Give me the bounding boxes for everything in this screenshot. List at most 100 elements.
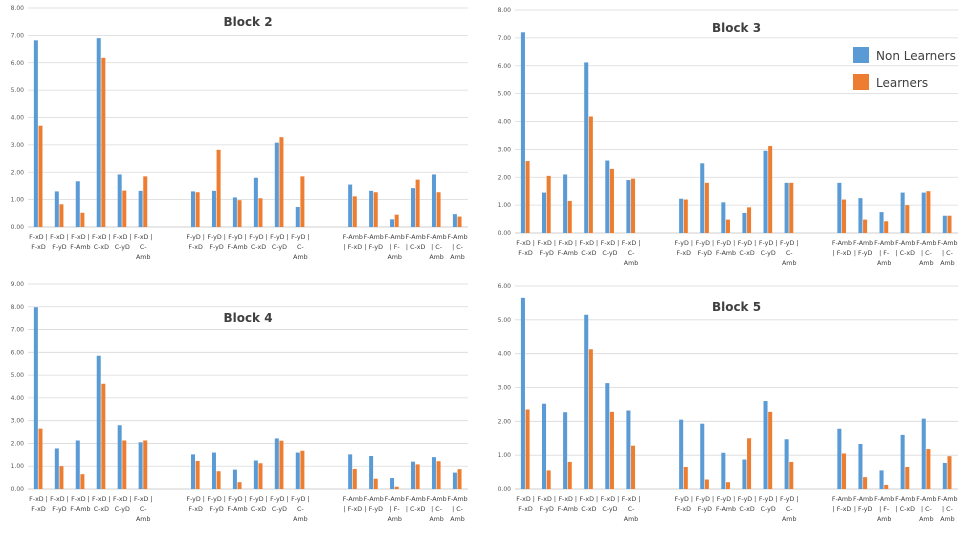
bar-non-learners — [879, 470, 884, 489]
bar-learners — [863, 219, 868, 233]
bar-learners — [59, 204, 64, 227]
bar-learners — [546, 175, 551, 233]
x-tick-label: F-xD | — [558, 240, 577, 247]
bar-learners — [258, 198, 263, 227]
y-tick-label: 5.00 — [11, 87, 25, 94]
bar-non-learners — [191, 191, 196, 227]
bar-learners — [683, 467, 688, 489]
x-tick-label: F-xD | — [29, 234, 48, 241]
x-tick-label: | F-yD — [364, 244, 383, 251]
bar-non-learners — [784, 439, 789, 489]
legend-label-non-learners: Non Learners — [876, 49, 956, 63]
x-tick-label: | C-xD — [896, 506, 916, 513]
x-tick-label: F-yD | — [228, 234, 246, 241]
x-tick-label: | F-xD — [343, 244, 362, 251]
bar-learners — [279, 137, 284, 227]
bar-learners — [216, 471, 221, 489]
bar-non-learners — [431, 457, 436, 489]
x-tick-label: Amb — [624, 516, 638, 523]
x-tick-label: F-xD | — [134, 234, 153, 241]
bar-learners — [216, 149, 221, 227]
bar-non-learners — [138, 442, 143, 489]
bar-learners — [279, 440, 284, 489]
bar-learners — [905, 205, 910, 233]
x-tick-label: F-xD | — [50, 234, 69, 241]
bar-non-learners — [369, 455, 374, 489]
bar-learners — [415, 179, 420, 227]
x-tick-label: F-yD | — [696, 240, 714, 247]
chart-block-2: 0.00 1.00 2.00 3.00 4.00 5.00 6.00 7.00 8.00 Bloc… — [11, 5, 468, 261]
bar-learners — [457, 216, 462, 227]
bar-non-learners — [191, 454, 196, 489]
x-tick-label: Amb — [877, 516, 891, 523]
bar-learners — [926, 449, 931, 489]
x-tick-label: F-yD | — [186, 496, 204, 503]
bar-learners — [841, 199, 847, 233]
y-tick-label: 7.00 — [11, 32, 25, 39]
bar-non-learners — [75, 181, 80, 227]
x-tick-label: Amb — [387, 254, 401, 261]
y-tick-label: 4.00 — [498, 119, 512, 126]
bar-non-learners — [348, 454, 353, 489]
bar-non-learners — [211, 452, 216, 489]
x-tick-label: F-yD — [209, 244, 224, 251]
x-tick-label: Amb — [940, 516, 954, 523]
x-tick-label: F-yD | — [717, 496, 735, 503]
bar-non-learners — [390, 478, 395, 489]
bar-learners — [300, 176, 305, 227]
x-tick-label: C-yD — [602, 506, 617, 513]
bar-learners — [195, 192, 200, 227]
bar-learners — [352, 468, 357, 489]
bar-learners — [609, 168, 614, 233]
x-tick-label: F-Amb — [937, 240, 957, 247]
bar-non-learners — [33, 307, 38, 489]
y-tick-label: 6.00 — [498, 63, 512, 70]
legend-label-learners: Learners — [876, 76, 928, 90]
x-tick-label: F-yD | — [291, 234, 309, 241]
x-tick-label: F-xD | — [558, 496, 577, 503]
x-tick-label: Amb — [450, 516, 464, 523]
y-tick-label: 8.00 — [498, 7, 512, 14]
chart-block-4: 0.00 1.00 2.00 3.00 4.00 5.00 6.00 7.00 8.00 9.00… — [11, 281, 468, 523]
y-tick-label: 9.00 — [11, 281, 25, 288]
bar-non-learners — [117, 425, 122, 489]
bar-non-learners — [96, 355, 101, 489]
bar-learners — [683, 199, 688, 233]
x-tick-label: F-xD | — [622, 496, 641, 503]
bar-non-learners — [858, 198, 863, 233]
bar-non-learners — [900, 192, 905, 233]
y-tick-label: 3.00 — [498, 146, 512, 153]
bar-non-learners — [54, 191, 59, 227]
bar-learners — [704, 182, 709, 233]
x-tick-label: F-yD | — [270, 234, 288, 241]
bar-learners — [789, 461, 794, 489]
bar-non-learners — [452, 214, 457, 227]
x-tick-label: | C- — [921, 506, 932, 513]
y-tick-label: 0.00 — [498, 486, 512, 493]
chart-title: Block 4 — [223, 311, 272, 325]
bar-non-learners — [563, 412, 568, 489]
bar-non-learners — [584, 314, 589, 489]
x-tick-label: Amb — [877, 260, 891, 267]
x-tick-label: F-Amb — [558, 506, 578, 513]
bar-learners — [546, 470, 551, 489]
bar-learners — [373, 478, 378, 489]
x-tick-label: C- — [628, 250, 635, 257]
legend-swatch-learners — [853, 74, 869, 90]
bar-non-learners — [626, 180, 631, 233]
bar-non-learners — [411, 461, 416, 489]
x-tick-label: F-yD | — [759, 240, 777, 247]
x-tick-label: C- — [786, 250, 793, 257]
bar-non-learners — [700, 163, 705, 233]
bar-non-learners — [763, 150, 768, 233]
bar-learners — [747, 207, 752, 233]
x-tick-label: F-Amb — [406, 234, 426, 241]
bar-non-learners — [942, 215, 947, 233]
bar-non-learners — [721, 202, 726, 233]
x-tick-label: | C- — [452, 244, 463, 251]
x-tick-label: C-yD — [115, 244, 130, 251]
x-tick-label: F-Amb — [343, 496, 363, 503]
x-tick-label: F-Amb — [716, 250, 736, 257]
bar-learners — [436, 192, 441, 227]
x-tick-label: | C- — [452, 506, 463, 513]
